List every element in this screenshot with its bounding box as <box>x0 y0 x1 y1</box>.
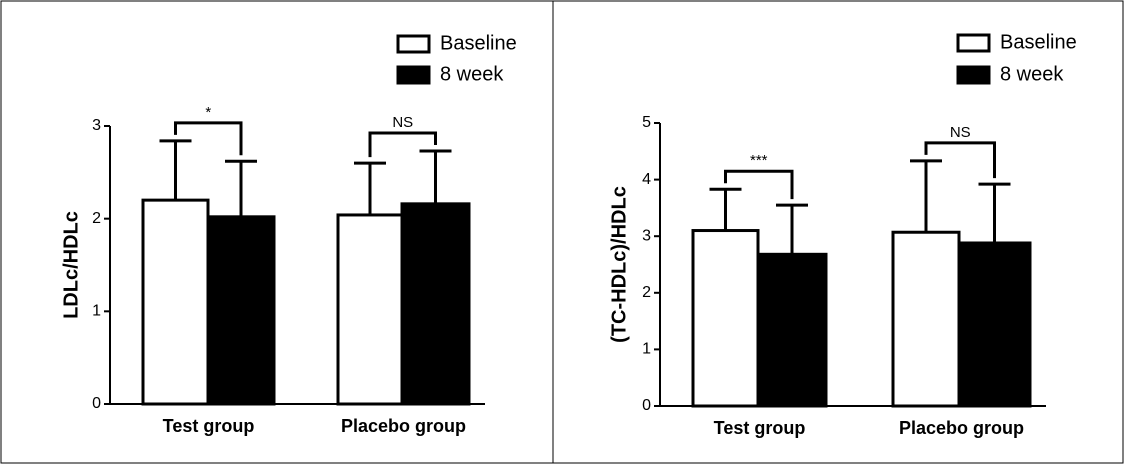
bar <box>691 229 760 408</box>
y-tick-label: 1 <box>92 303 101 320</box>
significance-bracket <box>924 141 996 179</box>
x-tick-label: Placebo group <box>899 418 1024 438</box>
y-tick-label: 3 <box>642 227 651 244</box>
legend-swatch <box>396 65 431 85</box>
legend-swatch <box>956 33 991 53</box>
legend-label: 8 week <box>440 63 504 85</box>
y-tick-label: 3 <box>92 117 101 134</box>
bar <box>957 241 1032 408</box>
bar <box>400 202 471 406</box>
y-tick-label: 4 <box>642 171 651 188</box>
annotation: * <box>205 104 211 121</box>
y-tick-label: 5 <box>642 114 651 131</box>
bar <box>891 230 961 408</box>
x-tick-label: Test group <box>163 416 255 436</box>
legend-swatch <box>956 65 991 85</box>
significance-bracket <box>724 169 794 200</box>
y-tick-label: 1 <box>642 341 651 358</box>
bar <box>756 252 828 408</box>
annotation: NS <box>392 114 413 131</box>
x-tick-label: Placebo group <box>341 416 466 436</box>
y-tick-label: 0 <box>642 397 651 414</box>
legend-label: 8 week <box>1000 63 1064 85</box>
y-tick-label: 2 <box>642 284 651 301</box>
significance-bracket <box>174 121 243 156</box>
legend-swatch <box>396 34 431 54</box>
y-tick-label: 0 <box>92 395 101 412</box>
annotation: NS <box>950 124 971 141</box>
bar <box>141 198 210 406</box>
annotation: *** <box>750 152 768 169</box>
y-axis-label: (TC-HDLc)/HDLc <box>608 186 630 343</box>
y-axis-label: LDLc/HDLc <box>60 211 82 319</box>
y-tick-label: 2 <box>92 210 101 227</box>
legend-label: Baseline <box>1000 31 1077 53</box>
bar <box>206 215 276 406</box>
significance-bracket <box>368 131 437 158</box>
legend-label: Baseline <box>440 32 517 54</box>
bar <box>336 213 404 406</box>
x-tick-label: Test group <box>714 418 806 438</box>
